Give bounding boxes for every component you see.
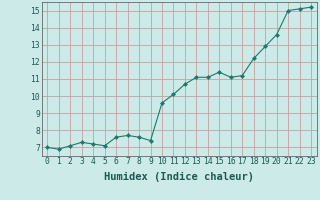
X-axis label: Humidex (Indice chaleur): Humidex (Indice chaleur) — [104, 172, 254, 182]
